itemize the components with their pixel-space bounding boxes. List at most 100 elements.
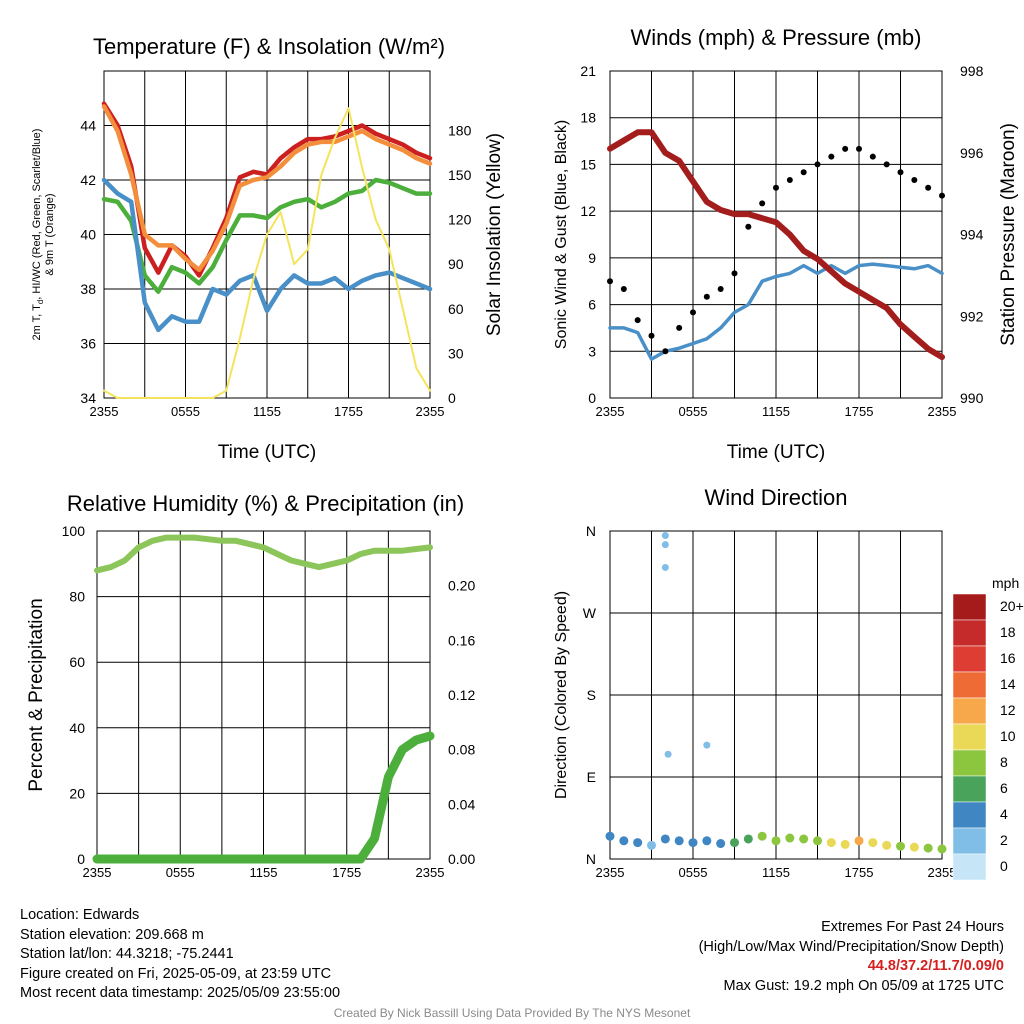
temperature-ylabel-line2: & 9m T (Orange) — [44, 193, 56, 275]
direction-point — [633, 838, 643, 848]
legend-label: 8 — [1000, 754, 1008, 770]
direction-ylabel: Direction (Colored By Speed) — [553, 591, 570, 799]
winds-gust-point — [814, 161, 821, 168]
direction-point — [813, 836, 822, 846]
direction-point — [605, 831, 615, 841]
direction-outlier-point — [703, 741, 711, 749]
legend-swatch — [952, 775, 987, 803]
temperature-rtick: 120 — [448, 212, 472, 228]
winds-xtick: 2355 — [596, 404, 625, 419]
direction-point — [647, 840, 656, 850]
winds-gust-point — [648, 332, 655, 339]
temperature-ytick: 36 — [80, 336, 96, 352]
winds-gust-point — [897, 169, 904, 176]
direction-point — [854, 836, 864, 846]
winds-title: Winds (mph) & Pressure (mb) — [631, 25, 922, 50]
winds-rtick: 992 — [960, 308, 984, 324]
legend-swatch — [952, 801, 987, 829]
humidity-rtick: 0.12 — [448, 687, 475, 703]
direction-xtick: 1755 — [845, 865, 874, 880]
humidity-title: Relative Humidity (%) & Precipitation (i… — [67, 491, 464, 516]
station-location: Location: Edwards — [20, 907, 140, 923]
temperature-xtick: 2355 — [416, 404, 445, 419]
temperature-ytick: 34 — [80, 390, 96, 406]
temperature-series-line — [101, 177, 433, 333]
temperature-ytick: 38 — [80, 281, 96, 297]
direction-xtick: 2355 — [596, 865, 625, 880]
humidity-ytick: 100 — [62, 523, 86, 539]
winds-xtick: 1755 — [845, 404, 874, 419]
credit-line: Created By Nick Bassill Using Data Provi… — [333, 1006, 691, 1020]
humidity-ytick: 60 — [69, 654, 85, 670]
temperature-ylabel-sub: d — [36, 300, 45, 304]
direction-point — [840, 839, 850, 849]
legend-swatch — [952, 827, 987, 855]
legend-swatch — [952, 645, 987, 673]
temperature-rtick: 150 — [448, 167, 472, 183]
direction-outlier-point — [661, 563, 669, 571]
legend-label: 18 — [1000, 624, 1016, 640]
temperature-ylabel-line1: 2m T, T — [31, 304, 43, 341]
humidity-ytick: 40 — [69, 720, 85, 736]
winds-xtick: 1155 — [762, 404, 790, 419]
direction-point — [743, 834, 753, 844]
winds-gust-point — [717, 286, 724, 292]
humidity-ytick: 80 — [69, 589, 85, 605]
winds-xtick: 0555 — [679, 404, 708, 419]
direction-point — [826, 838, 836, 848]
winds-gust-point — [856, 145, 862, 152]
temperature-rtick: 180 — [448, 122, 472, 138]
winds-gust-point — [620, 286, 627, 292]
humidity-rh-line — [94, 534, 433, 574]
max-gust: Max Gust: 19.2 mph On 05/09 at 1725 UTC — [723, 977, 1004, 994]
temperature-rtick: 0 — [448, 390, 456, 406]
winds-ytick: 21 — [580, 63, 596, 79]
direction-point — [730, 838, 739, 848]
extremes-heading: Extremes For Past 24 Hours — [821, 919, 1004, 935]
recent-timestamp: Most recent data timestamp: 2025/05/09 2… — [20, 985, 341, 1002]
winds-pressure-line — [607, 129, 945, 361]
winds-ytick: 6 — [588, 297, 596, 313]
winds-gust-point — [703, 293, 710, 300]
legend-swatch — [952, 619, 987, 647]
temperature-xtick: 1155 — [253, 404, 281, 419]
figure-created: Figure created on Fri, 2025-05-09, at 23… — [20, 965, 332, 982]
winds-gust-point — [925, 184, 932, 191]
direction-xtick: 1155 — [762, 865, 790, 880]
direction-point — [660, 834, 670, 844]
humidity-precip-line — [92, 731, 435, 864]
winds-gust-point — [939, 192, 945, 199]
humidity-ylabel: Percent & Precipitation — [26, 598, 47, 791]
temperature-ylabel-line1b: , HI/WC (Red, Green, Scarlet/Blue) — [31, 129, 43, 300]
winds-ytick: 15 — [580, 156, 596, 172]
winds-gust-point — [828, 153, 835, 160]
winds-ytick: 12 — [580, 203, 596, 219]
legend-title: mph — [992, 575, 1019, 591]
temperature-xtick: 2355 — [90, 404, 119, 419]
winds-gust-point — [869, 153, 876, 160]
humidity-xtick: 1155 — [250, 865, 278, 880]
winds-ylabel-right: Station Pressure (Maroon) — [998, 123, 1019, 346]
legend-label: 20+ — [1000, 598, 1024, 614]
temperature-xlabel: Time (UTC) — [218, 442, 317, 463]
winds-gust-point — [607, 278, 613, 285]
humidity-rtick: 0.00 — [448, 851, 475, 867]
legend-swatch — [952, 749, 987, 777]
legend-swatch — [952, 723, 987, 751]
winds-gust-point — [773, 184, 779, 191]
temperature-rtick: 90 — [448, 256, 464, 272]
temperature-ylabel: 2m T, Td, HI/WC (Red, Green, Scarlet/Blu… — [31, 129, 56, 341]
extremes-subheading: (High/Low/Max Wind/Precipitation/Snow De… — [698, 938, 1004, 955]
winds-xtick: 2355 — [928, 404, 957, 419]
direction-title: Wind Direction — [704, 485, 847, 510]
legend-label: 0 — [1000, 858, 1008, 874]
legend-label: 16 — [1000, 650, 1016, 666]
direction-ytick: S — [587, 687, 596, 703]
direction-outlier-point — [661, 532, 669, 540]
humidity-ytick: 20 — [69, 785, 85, 801]
winds-gust-point — [883, 161, 890, 168]
direction-point — [923, 843, 933, 853]
winds-gust-point — [911, 177, 918, 183]
legend-label: 12 — [1000, 702, 1016, 718]
direction-outlier-point — [664, 750, 672, 758]
